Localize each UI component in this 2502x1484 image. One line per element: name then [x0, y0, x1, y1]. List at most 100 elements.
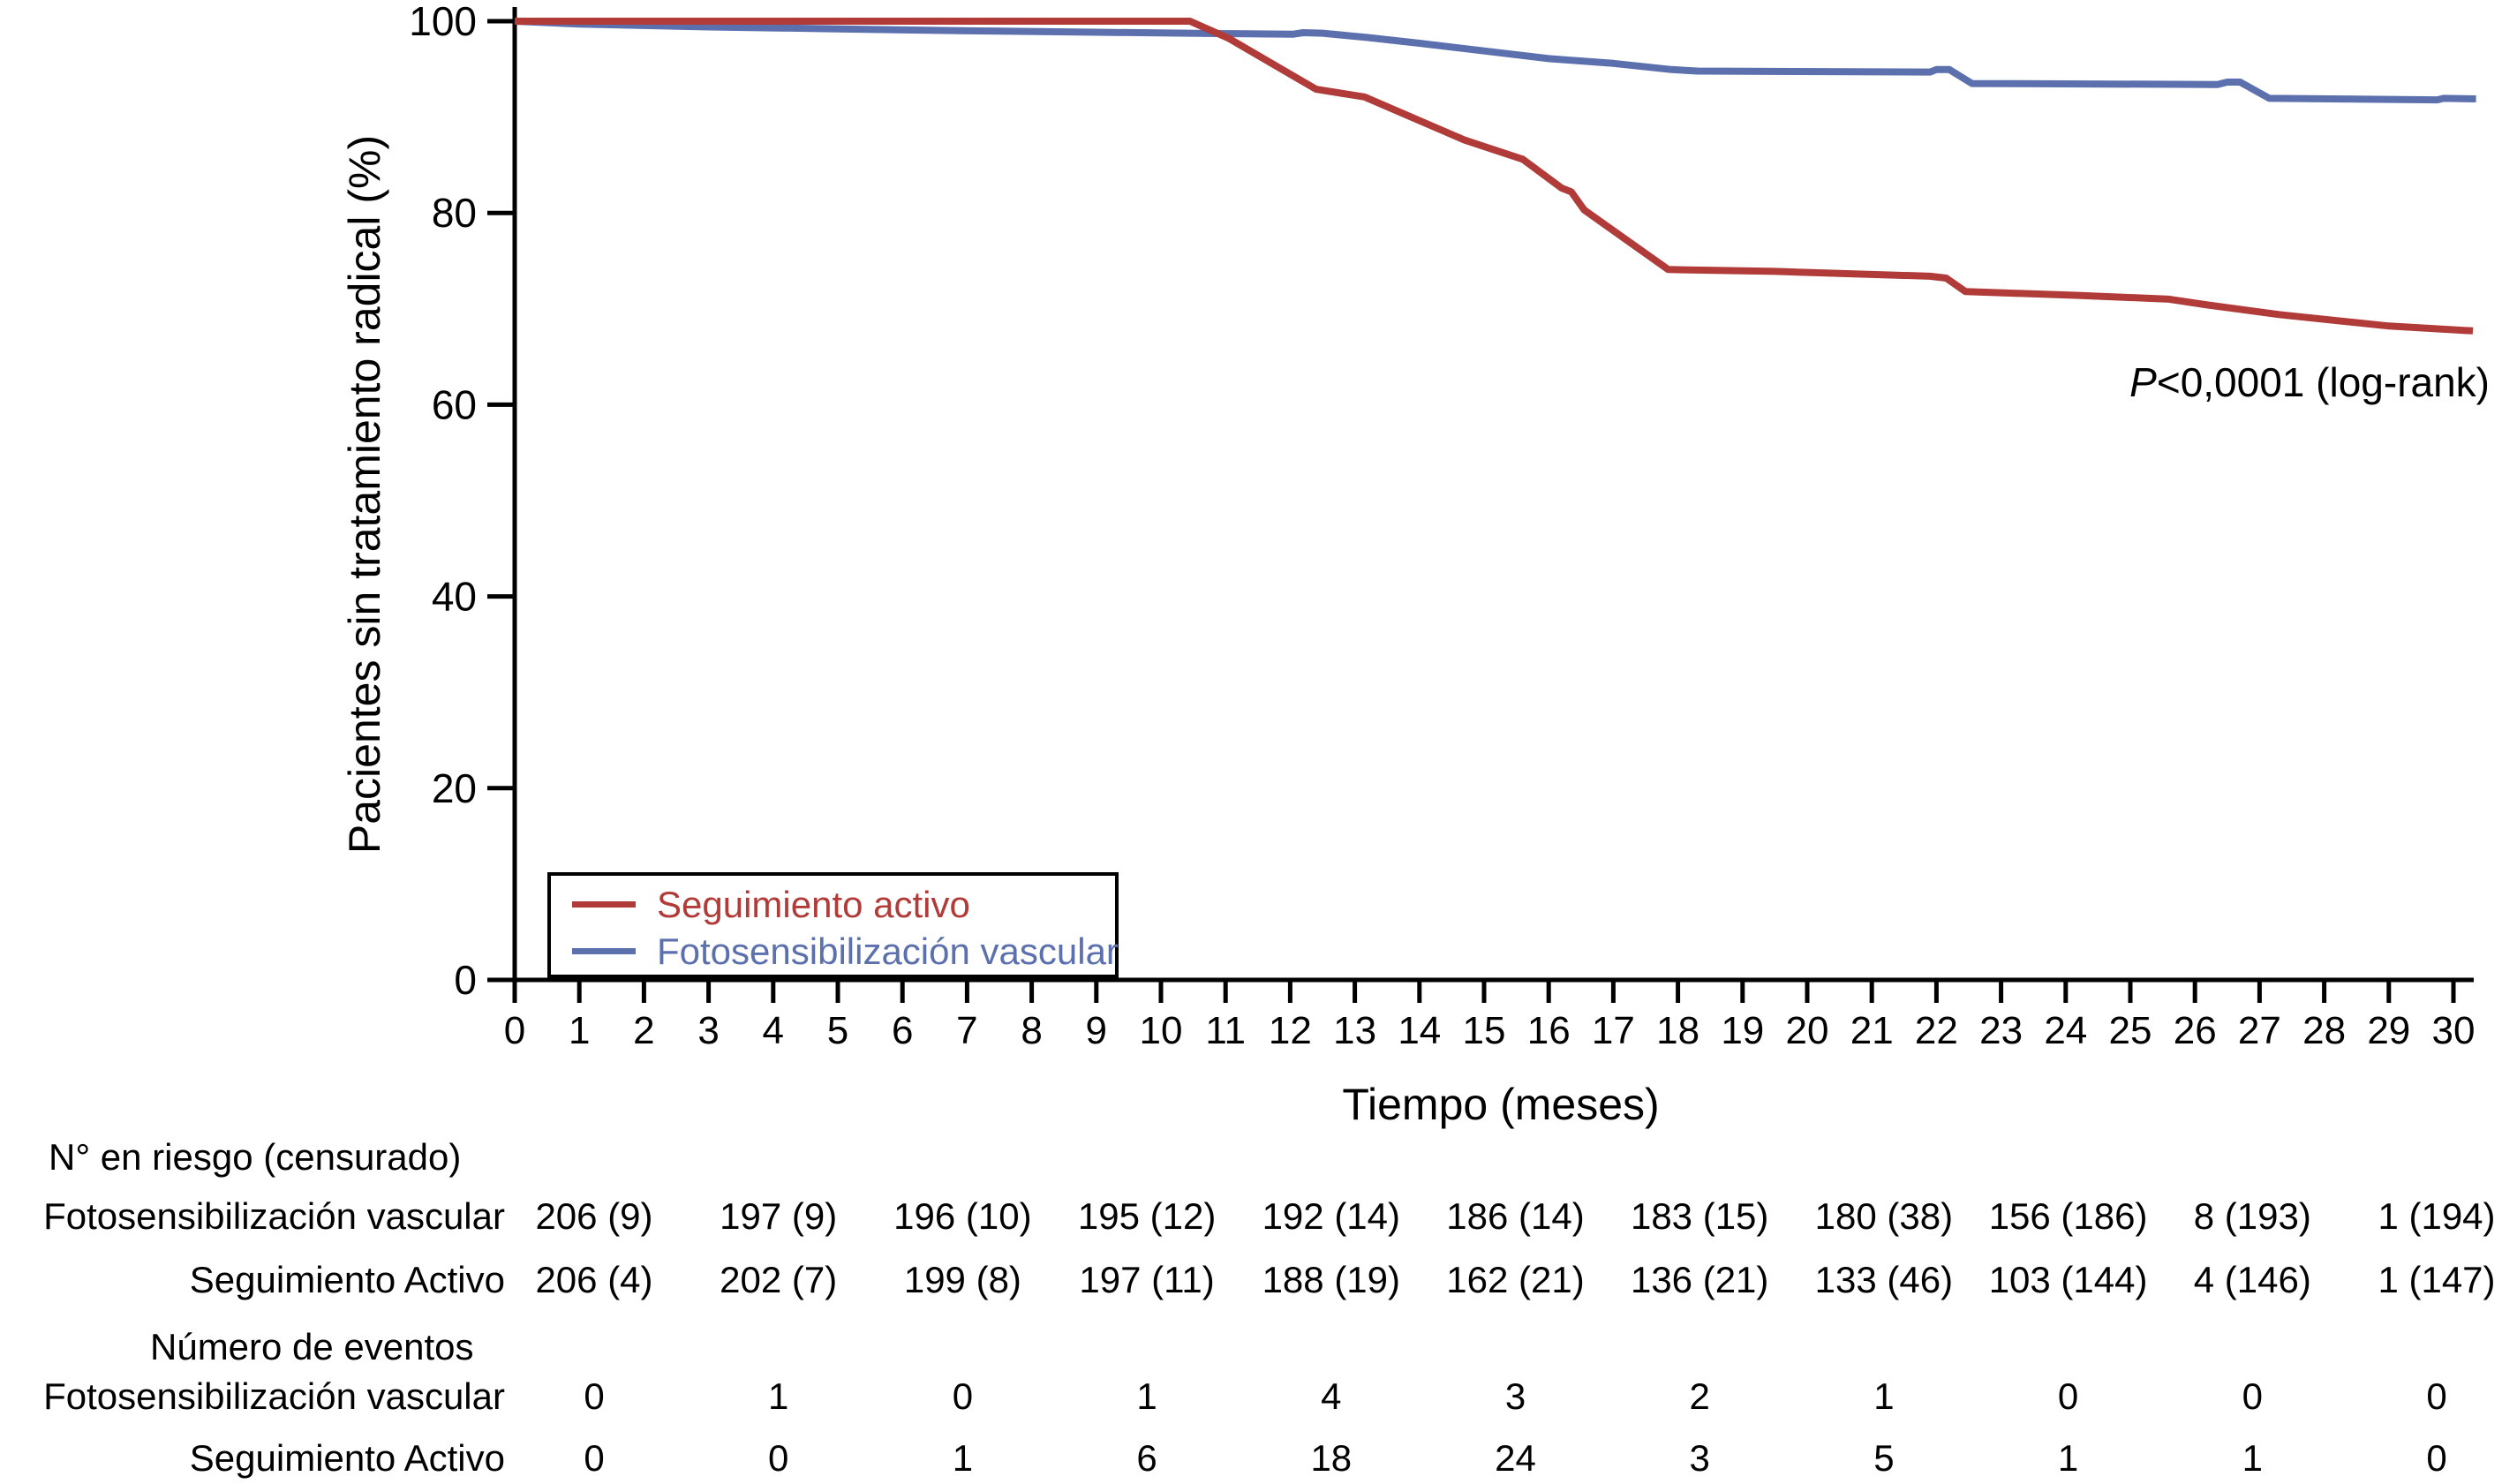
x-tick-label: 22	[1915, 1009, 1958, 1052]
x-tick-label: 29	[2367, 1009, 2410, 1052]
legend-entry-seguimiento-activo: Seguimiento activo	[572, 881, 1115, 928]
event-count-cell: 0	[2426, 1437, 2447, 1479]
event-count-cell: 2	[1689, 1375, 1710, 1417]
series-line-fotosensibilizacion-vascular	[514, 18, 2476, 104]
x-tick-label: 16	[1527, 1009, 1571, 1052]
table-row-label: Seguimiento Activo	[189, 1437, 505, 1479]
pvalue-p-symbol: P	[2129, 359, 2157, 405]
y-tick-label: 100	[409, 0, 477, 44]
x-tick-label: 5	[827, 1009, 848, 1052]
event-count-cell: 1	[1873, 1375, 1895, 1417]
risk-count-cell: 1 (194)	[2378, 1195, 2496, 1237]
risk-count-cell: 202 (7)	[720, 1259, 838, 1300]
risk-count-cell: 162 (21)	[1446, 1259, 1585, 1300]
y-tick-label: 80	[432, 190, 477, 236]
event-count-cell: 4	[1321, 1375, 1342, 1417]
x-tick-label: 1	[569, 1009, 590, 1052]
event-count-cell: 24	[1495, 1437, 1536, 1479]
event-count-cell: 0	[584, 1437, 605, 1479]
risk-count-cell: 183 (15)	[1630, 1195, 1769, 1237]
table-row-label: Fotosensibilización vascular	[43, 1195, 505, 1237]
event-count-cell: 1	[2242, 1437, 2263, 1479]
legend-label-seguimiento-activo: Seguimiento activo	[657, 883, 970, 925]
legend-line-sample-red	[572, 901, 636, 908]
risk-count-cell: 197 (11)	[1079, 1259, 1215, 1300]
series-line-seguimiento-activo	[515, 18, 2474, 335]
y-tick-label: 60	[432, 381, 477, 427]
event-count-cell: 0	[952, 1375, 974, 1417]
y-axis-title-wrap: Pacientes sin tratamiento radical (%)	[334, 13, 396, 976]
x-tick-label: 23	[1979, 1009, 2023, 1052]
legend-entry-fotosensibilizacion-vascular: Fotosensibilización vascular	[572, 928, 1119, 975]
x-tick-label: 18	[1656, 1009, 1699, 1052]
x-tick-label: 7	[956, 1009, 977, 1052]
event-count-cell: 3	[1689, 1437, 1710, 1479]
x-tick-label: 4	[763, 1009, 784, 1052]
x-tick-label: 11	[1205, 1009, 1246, 1052]
event-count-cell: 6	[1136, 1437, 1157, 1479]
legend-label-fotosensibilizacion-vascular: Fotosensibilización vascular	[657, 930, 1119, 972]
table-row-label: Seguimiento Activo	[189, 1259, 505, 1300]
risk-count-cell: 188 (19)	[1262, 1259, 1401, 1300]
risk-count-cell: 206 (4)	[535, 1259, 653, 1300]
risk-count-cell: 133 (46)	[1814, 1259, 1954, 1300]
event-count-cell: 0	[768, 1437, 789, 1479]
x-axis-title: Tiempo (meses)	[1342, 1080, 1660, 1129]
x-tick-label: 13	[1333, 1009, 1376, 1052]
x-tick-label: 27	[2238, 1009, 2281, 1052]
event-count-cell: 1	[2057, 1437, 2079, 1479]
pvalue-text: <0,0001 (log-rank)	[2156, 359, 2490, 405]
event-count-cell: 18	[1310, 1437, 1353, 1479]
legend-line-sample-blue	[572, 948, 636, 954]
x-tick-label: 8	[1021, 1009, 1042, 1052]
risk-count-cell: 197 (9)	[720, 1195, 838, 1237]
x-tick-label: 12	[1269, 1009, 1312, 1052]
risk-count-cell: 103 (144)	[1988, 1259, 2148, 1300]
x-tick-label: 10	[1140, 1009, 1183, 1052]
risk-count-cell: 196 (10)	[893, 1195, 1032, 1237]
x-tick-label: 0	[504, 1009, 525, 1052]
x-tick-label: 14	[1398, 1009, 1441, 1052]
x-tick-label: 9	[1086, 1009, 1107, 1052]
x-tick-label: 15	[1463, 1009, 1506, 1052]
x-tick-label: 24	[2044, 1009, 2087, 1052]
event-count-cell: 3	[1504, 1375, 1526, 1417]
risk-count-cell: 206 (9)	[535, 1195, 653, 1237]
pvalue-annotation: P<0,0001 (log-rank)	[2101, 358, 2490, 406]
events-table-header: Número de eventos	[150, 1326, 474, 1367]
x-tick-label: 3	[697, 1009, 719, 1052]
event-count-cell: 0	[584, 1375, 605, 1417]
risk-count-cell: 192 (14)	[1262, 1195, 1401, 1237]
y-tick-label: 20	[432, 765, 477, 811]
y-tick-label: 40	[432, 574, 477, 620]
risk-count-cell: 8 (193)	[2193, 1195, 2311, 1237]
x-tick-label: 19	[1721, 1009, 1764, 1052]
risk-count-cell: 156 (186)	[1988, 1195, 2148, 1237]
y-tick-label: 0	[454, 957, 477, 1003]
x-tick-label: 25	[2109, 1009, 2152, 1052]
risk-count-cell: 1 (147)	[2378, 1259, 2496, 1300]
event-count-cell: 0	[2057, 1375, 2079, 1417]
risk-count-cell: 195 (12)	[1077, 1195, 1217, 1237]
x-tick-label: 28	[2302, 1009, 2346, 1052]
risk-count-cell: 4 (146)	[2193, 1259, 2311, 1300]
x-tick-label: 17	[1592, 1009, 1635, 1052]
x-tick-label: 26	[2174, 1009, 2217, 1052]
event-count-cell: 1	[1136, 1375, 1157, 1417]
legend-box: Seguimiento activo Fotosensibilización v…	[547, 872, 1119, 978]
x-tick-label: 20	[1786, 1009, 1829, 1052]
event-count-cell: 1	[952, 1437, 974, 1479]
event-count-cell: 0	[2426, 1375, 2447, 1417]
risk-table-header: N° en riesgo (censurado)	[49, 1136, 462, 1178]
event-count-cell: 0	[2242, 1375, 2263, 1417]
x-tick-label: 21	[1850, 1009, 1894, 1052]
risk-count-cell: 186 (14)	[1446, 1195, 1585, 1237]
x-tick-label: 6	[892, 1009, 913, 1052]
risk-count-cell: 180 (38)	[1814, 1195, 1954, 1237]
event-count-cell: 1	[768, 1375, 789, 1417]
event-count-cell: 5	[1873, 1437, 1895, 1479]
y-axis-title: Pacientes sin tratamiento radical (%)	[340, 134, 390, 855]
table-row-label: Fotosensibilización vascular	[43, 1375, 505, 1417]
